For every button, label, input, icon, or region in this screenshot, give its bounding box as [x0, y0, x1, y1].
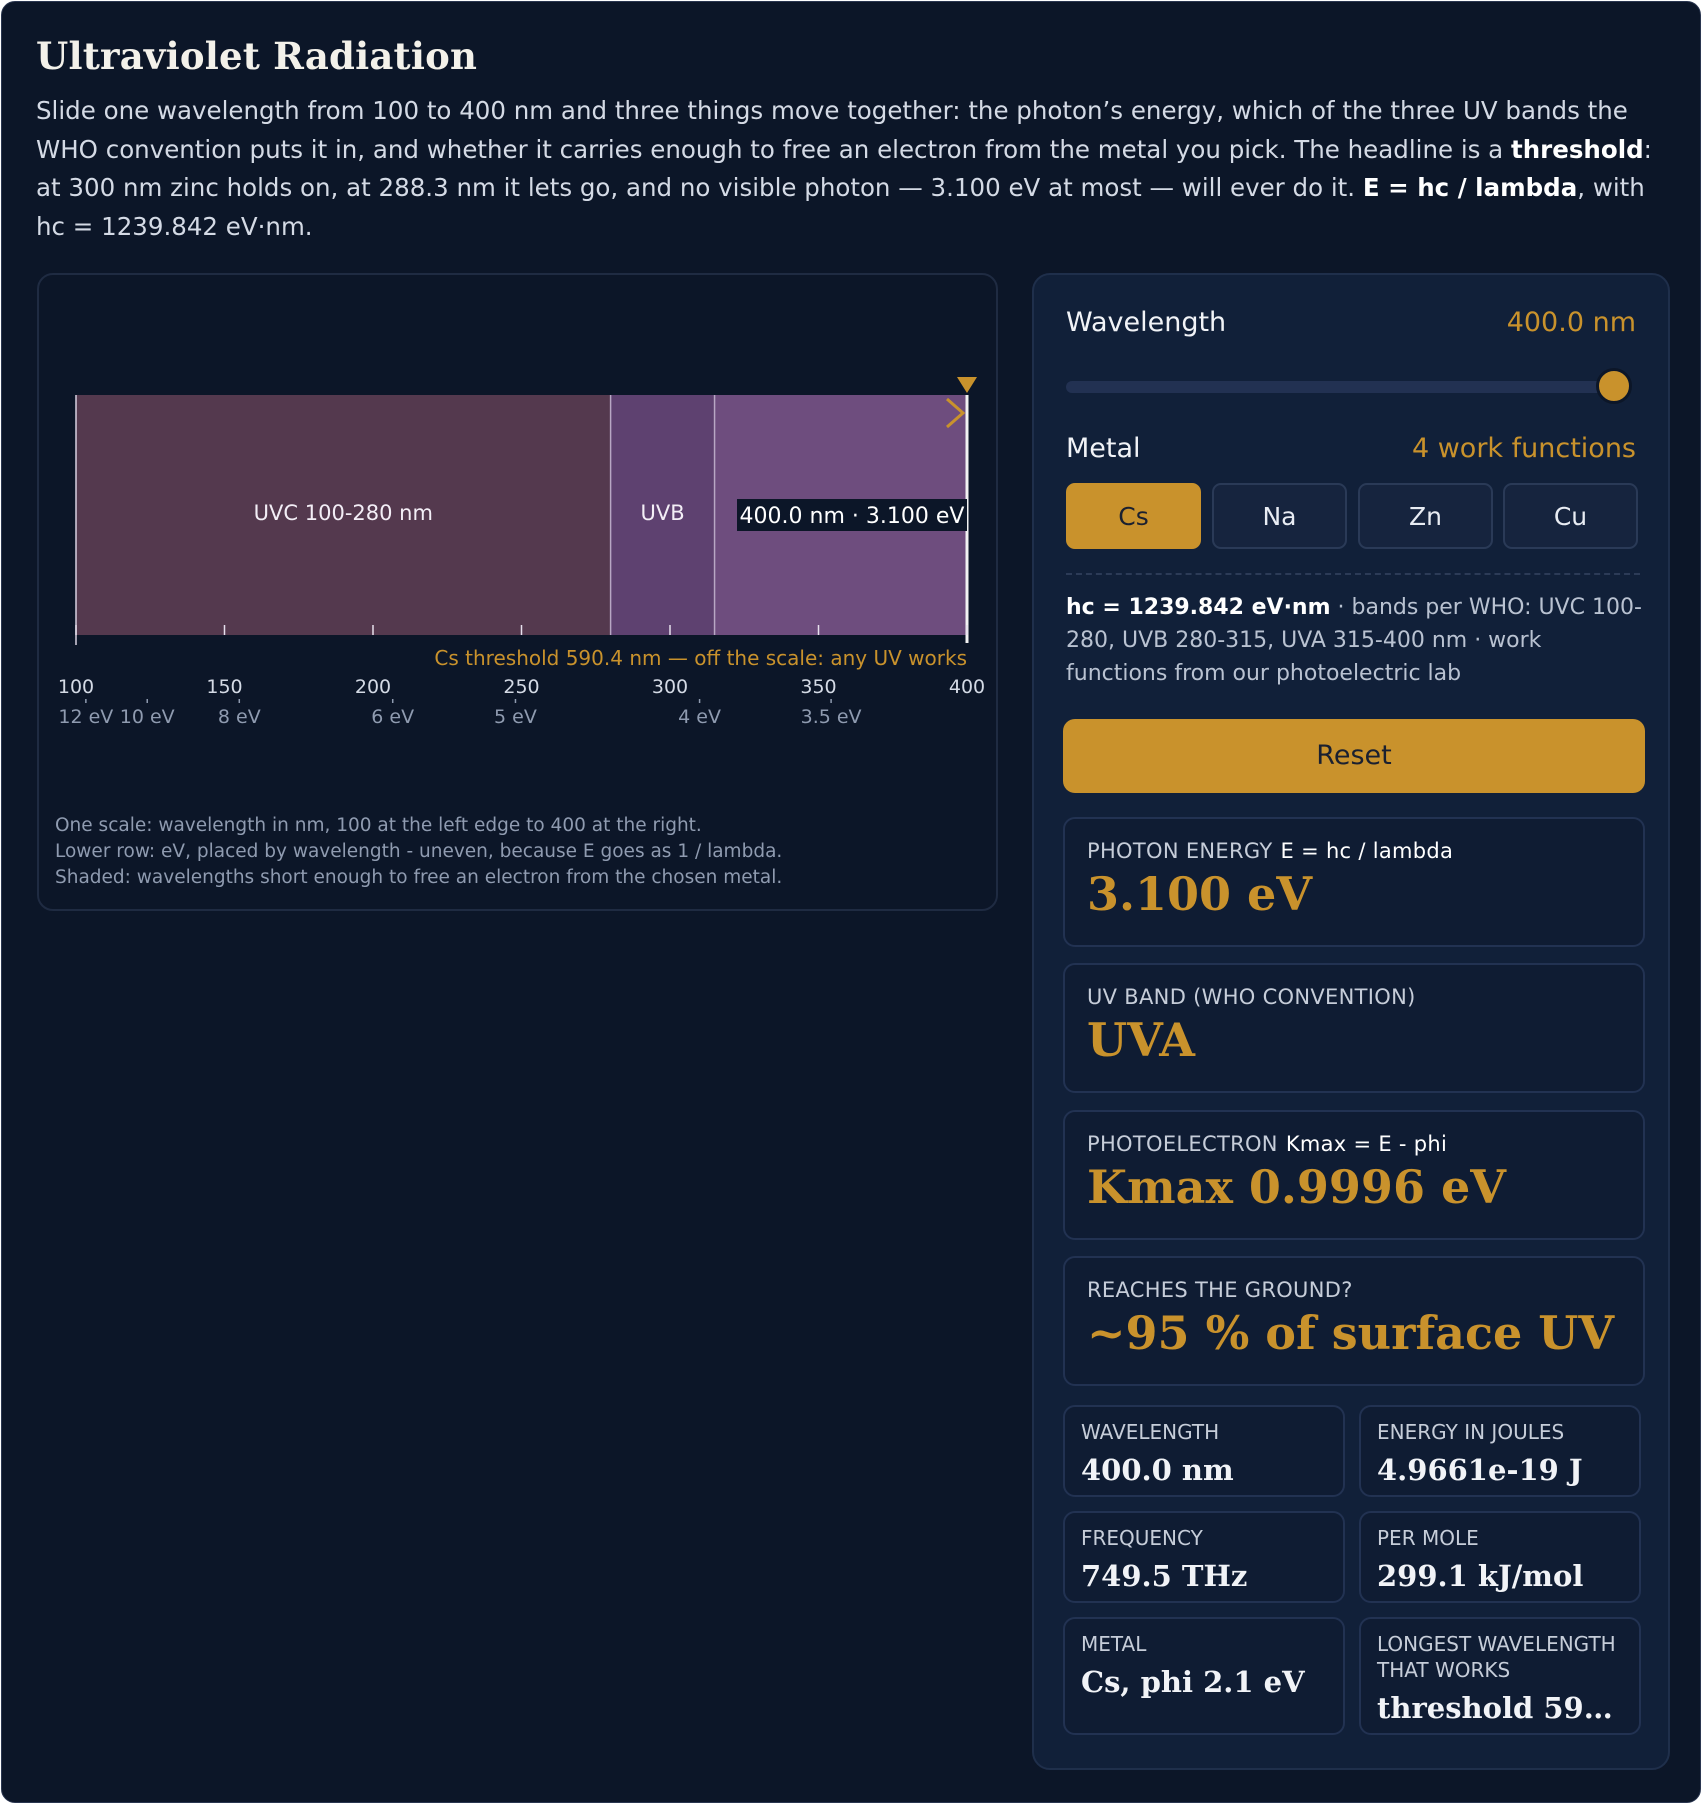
stat-label: WAVELENGTH	[1081, 1420, 1220, 1444]
ground-label: REACHES THE GROUND?	[1087, 1278, 1353, 1302]
ev-tick-label: 8 eV	[218, 706, 261, 728]
band-label: UVB	[640, 501, 684, 525]
photon-energy-title: PHOTON ENERGY	[1087, 839, 1273, 863]
band-2	[610, 395, 715, 635]
metal-button-zn[interactable]: Zn	[1358, 483, 1493, 549]
photoelectron-card: PHOTOELECTRON Kmax = E - phi Kmax 0.9996 …	[1063, 1110, 1645, 1240]
nm-tick-label: 200	[355, 676, 391, 698]
uv-band-label: UV BAND (WHO CONVENTION)	[1087, 985, 1416, 1009]
photoelectron-title: PHOTOELECTRON	[1087, 1132, 1278, 1156]
metal-count: 4 work functions	[1411, 433, 1636, 464]
chart-note: One scale: wavelength in nm, 100 at the …	[55, 815, 702, 836]
wavelength-label: Wavelength	[1066, 307, 1227, 338]
stat-longest-wavelength: LONGEST WAVELENGTH THAT WORKS threshold …	[1359, 1617, 1641, 1735]
threshold-note: Cs threshold 590.4 nm — off the scale: a…	[434, 646, 967, 670]
nm-tick-label: 250	[503, 676, 539, 698]
stat-value: Cs, phi 2.1 eV	[1081, 1665, 1305, 1699]
chart-notes: One scale: wavelength in nm, 100 at the …	[55, 813, 975, 891]
reset-button[interactable]: Reset	[1063, 719, 1645, 793]
ground-value: ~95 % of surface UV	[1087, 1306, 1615, 1360]
stat-label: PER MOLE	[1377, 1526, 1479, 1550]
metal-selector: Cs Na Zn Cu	[1066, 483, 1640, 549]
stat-value: 4.9661e-19 J	[1377, 1453, 1583, 1487]
band-1	[76, 395, 611, 635]
ev-tick-label: 5 eV	[494, 706, 537, 728]
photoelectron-formula: Kmax = E - phi	[1285, 1132, 1448, 1156]
ev-tick-label: 10 eV	[120, 706, 175, 728]
ev-tick-label: 4 eV	[678, 706, 721, 728]
page-title: Ultraviolet Radiation	[36, 34, 478, 78]
intro-text: Slide one wavelength from 100 to 400 nm …	[36, 92, 1666, 246]
photon-energy-card: PHOTON ENERGY E = hc / lambda 3.100 eV	[1063, 817, 1645, 947]
source-note: hc = 1239.842 eV·nm · bands per WHO: UVC…	[1066, 591, 1646, 690]
metal-button-cs[interactable]: Cs	[1066, 483, 1201, 549]
wavelength-slider-thumb[interactable]	[1596, 368, 1632, 404]
metal-button-na[interactable]: Na	[1212, 483, 1347, 549]
stat-value: 400.0 nm	[1081, 1453, 1234, 1487]
stat-frequency: FREQUENCY 749.5 THz	[1063, 1511, 1345, 1603]
spectrum-chart-panel: UVC 100-280 nm UVB 400.0 nm · 3.100 eV 100 1…	[37, 273, 998, 911]
ev-tick-label: 12 eV	[58, 706, 113, 728]
stat-label: LONGEST WAVELENGTH THAT WORKS	[1377, 1632, 1616, 1682]
nm-tick-label: 300	[652, 676, 688, 698]
nm-tick-label: 400	[949, 676, 985, 698]
uv-band-card: UV BAND (WHO CONVENTION) UVA	[1063, 963, 1645, 1093]
intro-part: , with hc = 1239.842 eV·nm.	[36, 173, 1645, 241]
offscale-chevron	[946, 397, 966, 429]
band-label: UVC 100-280 nm	[254, 501, 433, 525]
ev-tick-label: 6 eV	[371, 706, 414, 728]
intro-bold: threshold	[1511, 134, 1644, 164]
nm-tick-label: 100	[58, 676, 94, 698]
wavelength-readout: 400.0 nm	[1506, 307, 1636, 338]
stat-wavelength: WAVELENGTH 400.0 nm	[1063, 1405, 1345, 1497]
marker-pointer	[957, 377, 977, 393]
intro-formula: E = hc / lambda	[1362, 173, 1578, 202]
stat-value: threshold 590.4 nm	[1377, 1691, 1627, 1725]
metal-label: Metal	[1066, 433, 1141, 464]
wavelength-slider[interactable]	[1066, 381, 1622, 393]
nm-tick-label: 350	[800, 676, 836, 698]
ev-tick-label: 3.5 eV	[801, 706, 862, 728]
stat-metal: METAL Cs, phi 2.1 eV	[1063, 1617, 1345, 1735]
chart-note: Shaded: wavelengths short enough to free…	[55, 867, 783, 888]
photon-energy-label: PHOTON ENERGY E = hc / lambda	[1087, 839, 1453, 863]
stat-value: 299.1 kJ/mol	[1377, 1559, 1584, 1593]
photon-energy-value: 3.100 eV	[1087, 867, 1313, 921]
photon-energy-formula: E = hc / lambda	[1280, 839, 1454, 863]
stat-joules: ENERGY IN JOULES 4.9661e-19 J	[1359, 1405, 1641, 1497]
stat-per-mole: PER MOLE 299.1 kJ/mol	[1359, 1511, 1641, 1603]
stat-label: METAL	[1081, 1632, 1147, 1656]
stat-value: 749.5 THz	[1081, 1559, 1248, 1593]
source-constant: hc = 1239.842 eV·nm	[1066, 595, 1331, 620]
stat-label: ENERGY IN JOULES	[1377, 1420, 1565, 1444]
uv-band-value: UVA	[1087, 1013, 1195, 1067]
marker-label: 400.0 nm · 3.100 eV	[740, 504, 965, 529]
nm-tick-label: 150	[206, 676, 242, 698]
photoelectron-label: PHOTOELECTRON Kmax = E - phi	[1087, 1132, 1447, 1156]
chart-note: Lower row: eV, placed by wavelength - un…	[55, 841, 783, 862]
divider	[1066, 573, 1640, 575]
intro-part: : at 300 nm zinc holds on, at 288.3 nm i…	[36, 134, 1652, 203]
photoelectron-value: Kmax 0.9996 eV	[1087, 1160, 1506, 1214]
spectrum-chart: UVC 100-280 nm UVB 400.0 nm · 3.100 eV 100 1…	[58, 377, 985, 728]
marker-label-box	[737, 499, 967, 531]
ground-card: REACHES THE GROUND? ~95 % of surface UV	[1063, 1256, 1645, 1386]
metal-button-cu[interactable]: Cu	[1503, 483, 1638, 549]
control-panel: Wavelength 400.0 nm Metal 4 work functio…	[1032, 273, 1670, 1770]
intro-part: Slide one wavelength from 100 to 400 nm …	[36, 96, 1628, 164]
source-text: · bands per WHO: UVC 100-280, UVB 280-31…	[1066, 595, 1642, 686]
stat-label: FREQUENCY	[1081, 1526, 1203, 1550]
